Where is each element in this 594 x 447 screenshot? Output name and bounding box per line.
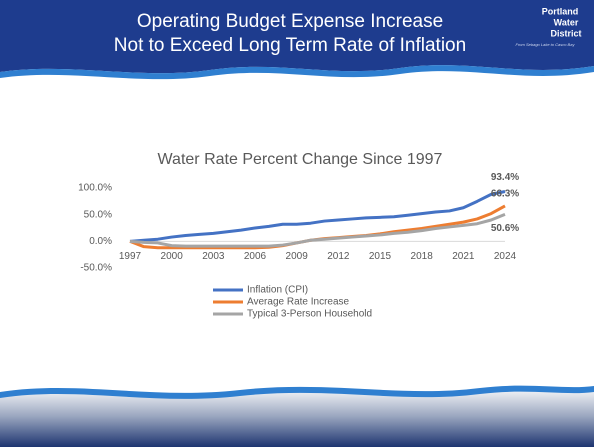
logo-text: Portland xyxy=(542,6,579,16)
x-tick-label: 2009 xyxy=(286,251,309,262)
logo-tagline: From Sebago Lake to Casco Bay xyxy=(516,42,576,47)
x-tick-label: 2003 xyxy=(202,251,225,262)
header-title: Not to Exceed Long Term Rate of Inflatio… xyxy=(114,35,466,56)
header-title: Operating Budget Expense Increase xyxy=(137,11,443,32)
logo-text: Water xyxy=(554,17,579,27)
x-tick-label: 2000 xyxy=(161,251,184,262)
y-tick-label: 50.0% xyxy=(84,209,112,220)
x-tick-label: 2021 xyxy=(452,251,475,262)
value-label: 66.3% xyxy=(491,189,519,200)
header-wave xyxy=(0,65,594,80)
legend-label: Inflation (CPI) xyxy=(247,285,308,296)
chart-title: Water Rate Percent Change Since 1997 xyxy=(158,151,443,168)
y-tick-label: 0.0% xyxy=(89,236,112,247)
x-tick-label: 2015 xyxy=(369,251,392,262)
x-tick-label: 2006 xyxy=(244,251,267,262)
legend-label: Average Rate Increase xyxy=(247,297,350,308)
x-tick-label: 2012 xyxy=(327,251,350,262)
y-tick-label: -50.0% xyxy=(80,263,112,274)
x-tick-label: 1997 xyxy=(119,251,142,262)
footer-wave xyxy=(0,385,594,399)
series-line xyxy=(129,190,506,243)
header-band xyxy=(0,0,594,74)
footer-band xyxy=(0,385,594,447)
value-label: 50.6% xyxy=(491,223,519,234)
legend-label: Typical 3-Person Household xyxy=(247,309,372,320)
x-tick-label: 2024 xyxy=(494,251,517,262)
x-tick-label: 2018 xyxy=(411,251,434,262)
value-label: 93.4% xyxy=(491,172,519,183)
logo-text: District xyxy=(550,28,581,38)
y-tick-label: 100.0% xyxy=(78,183,112,194)
series-line xyxy=(129,212,506,248)
